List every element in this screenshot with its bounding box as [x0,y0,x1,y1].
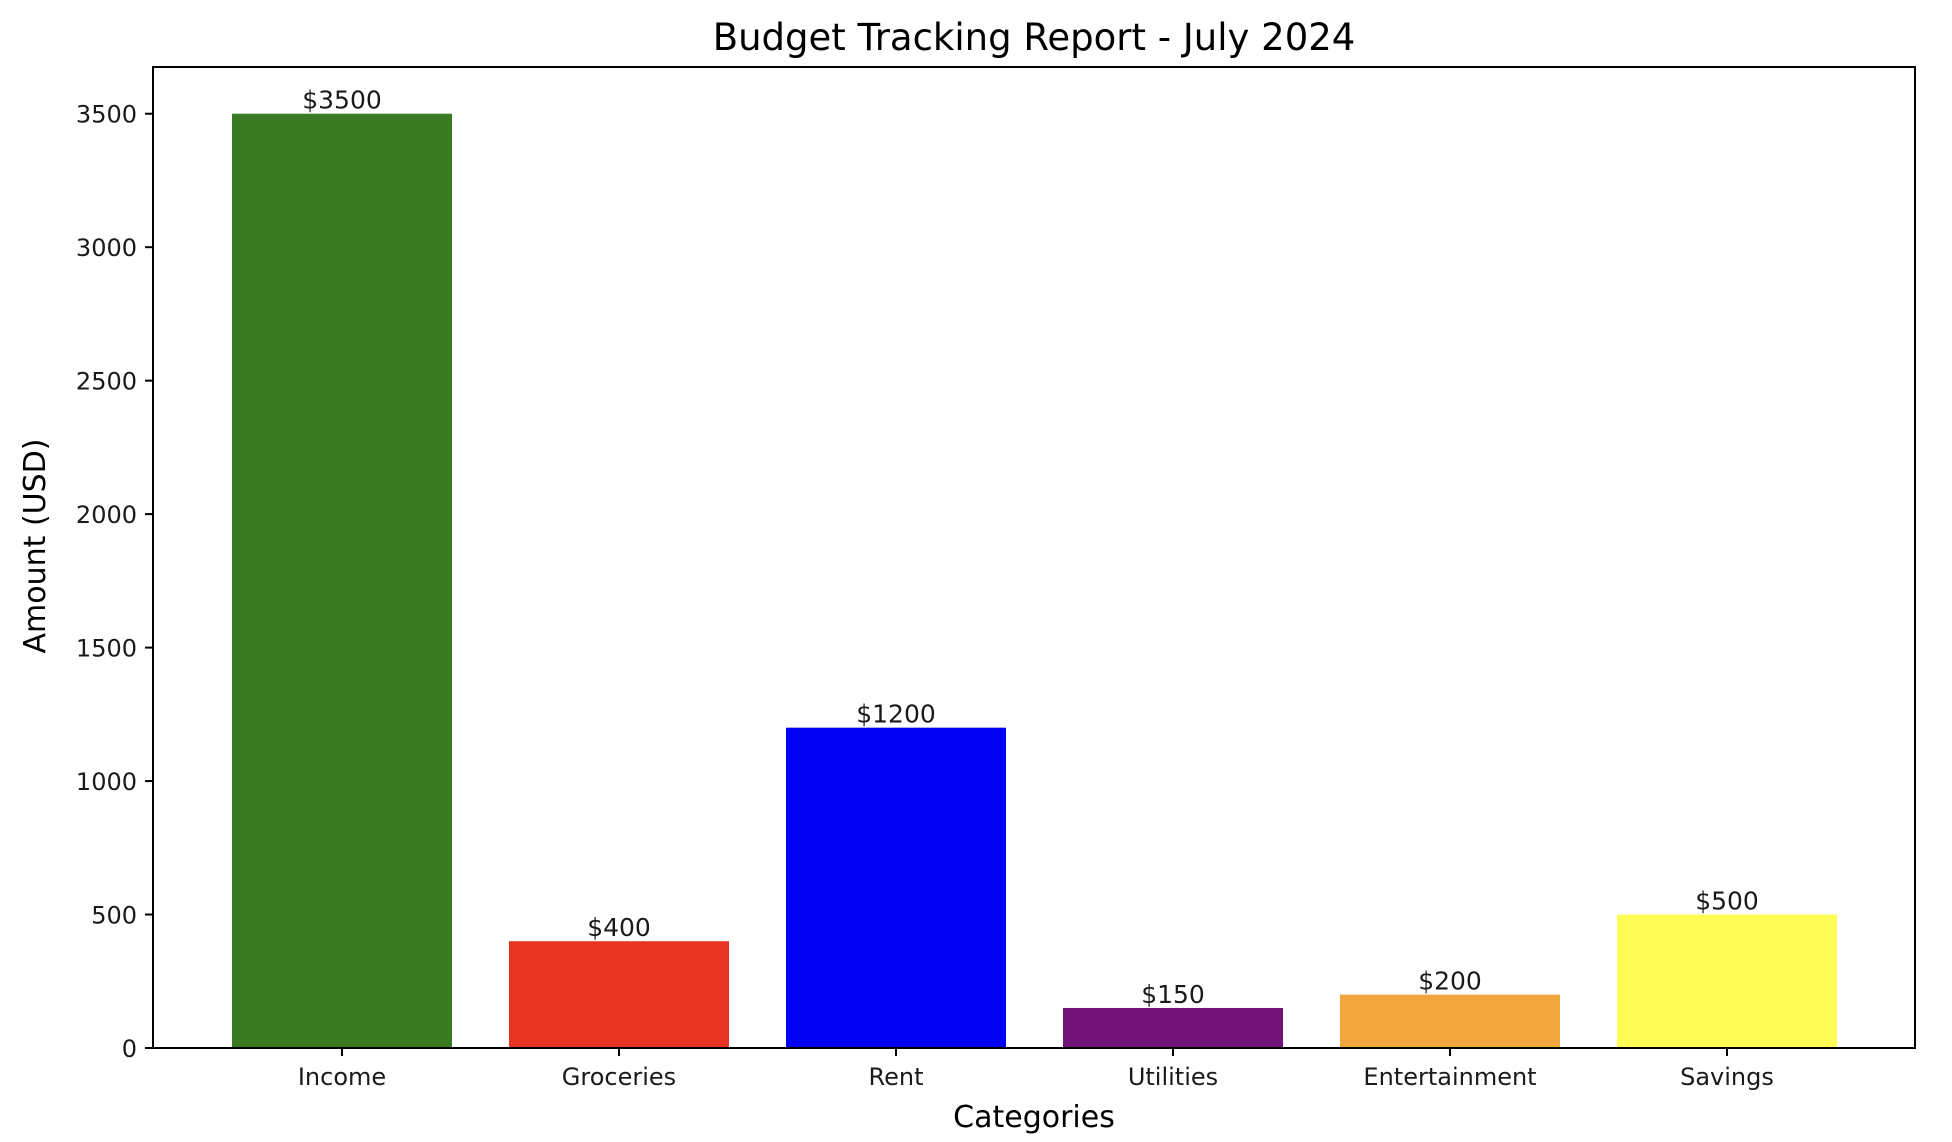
bar-entertainment [1340,994,1560,1048]
x-axis: Income Groceries Rent Utilities Entertainmen… [298,1048,1774,1091]
bar-value-label-entertainment: $200 [1418,967,1482,996]
bar-value-label-savings: $500 [1695,887,1759,916]
bar-value-label-income: $3500 [302,86,382,115]
y-tick-label: 1500 [76,635,137,663]
y-tick-label: 2000 [76,501,137,529]
chart-title: Budget Tracking Report - July 2024 [713,16,1356,59]
bar-utilities [1063,1007,1283,1048]
bar-rent [786,727,1006,1048]
bars-layer [232,113,1837,1048]
bar-value-label-rent: $1200 [856,700,936,729]
bar-groceries [509,941,729,1048]
x-tick-label: Utilities [1128,1063,1218,1091]
bar-value-label-utilities: $150 [1141,980,1205,1009]
y-axis-label: Amount (USD) [18,439,53,654]
y-tick-label: 3000 [76,234,137,262]
plot-frame [152,66,1916,1049]
x-axis-label: Categories [953,1100,1115,1135]
x-tick-label: Savings [1680,1063,1774,1091]
bar-labels-layer: $3500 $400 $1200 $150 $200 $500 [302,86,1759,1009]
x-tick-label: Rent [869,1063,924,1091]
x-tick-label: Income [298,1063,386,1091]
bar-income [232,113,452,1048]
bar-savings [1617,914,1837,1048]
y-tick-label: 0 [122,1035,137,1063]
y-axis: 0 500 1000 1500 2000 2500 3000 3500 [76,101,153,1063]
x-tick-label: Entertainment [1363,1063,1536,1091]
y-tick-label: 2500 [76,368,137,396]
y-tick-label: 3500 [76,101,137,129]
x-tick-label: Groceries [562,1063,676,1091]
y-tick-label: 500 [91,902,137,930]
y-tick-label: 1000 [76,768,137,796]
bar-value-label-groceries: $400 [587,913,651,942]
